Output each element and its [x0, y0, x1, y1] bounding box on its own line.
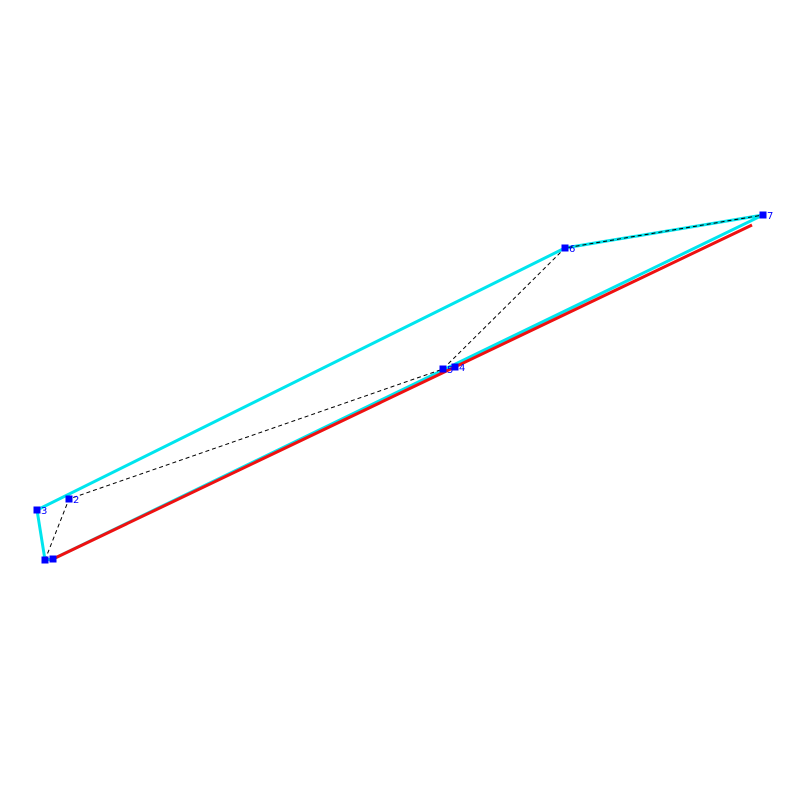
cyan-polygon	[35, 213, 764, 562]
point-marker-7	[759, 211, 767, 219]
red-line	[52, 223, 753, 561]
point-label-4: 4	[459, 363, 465, 374]
point-marker-3	[33, 506, 41, 514]
point-label-2: 2	[73, 495, 79, 506]
point-marker-0	[41, 556, 49, 564]
point-label-3: 3	[41, 506, 47, 517]
point-label-5: 5	[447, 365, 453, 376]
point-marker-1	[49, 555, 57, 563]
point-marker-2	[65, 495, 73, 503]
point-marker-6	[561, 244, 569, 252]
point-label-7: 7	[767, 211, 773, 222]
point-label-6: 6	[569, 244, 575, 255]
point-marker-4	[451, 363, 459, 371]
point-marker-5	[439, 365, 447, 373]
dashed-path	[44, 214, 764, 561]
